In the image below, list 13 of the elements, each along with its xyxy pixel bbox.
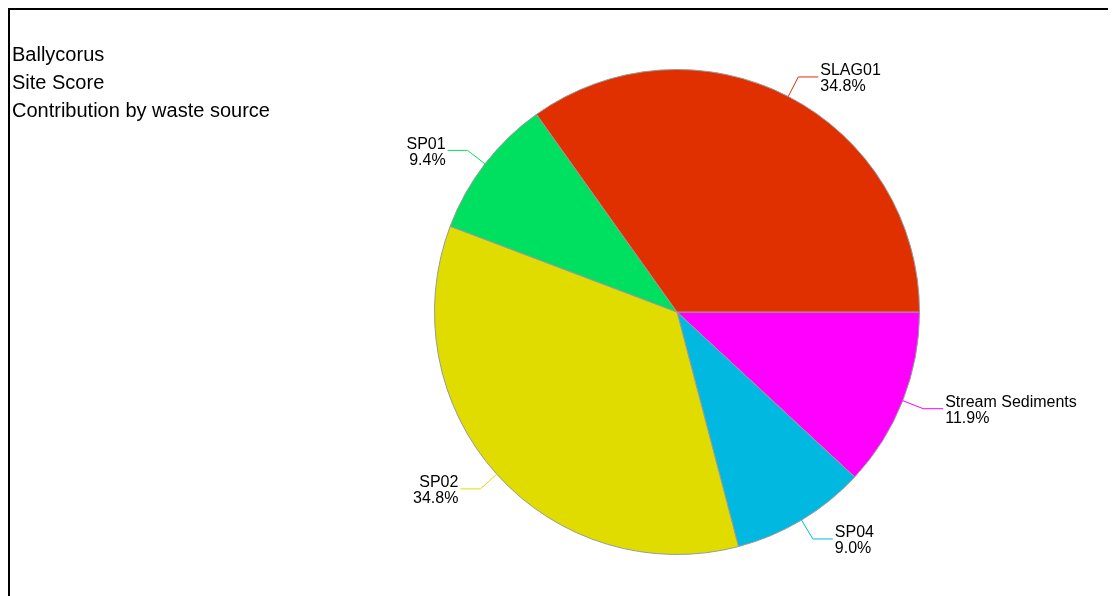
- slice-label: SP02: [419, 473, 459, 491]
- slice-label: SLAG01: [820, 61, 881, 79]
- text: Contribution by waste source: [12, 98, 270, 123]
- data-label: 34.8%: [820, 77, 866, 95]
- slice-label: SP04: [834, 523, 875, 541]
- slice-label: Stream Sediments: [945, 393, 1077, 411]
- data-label: 9.0%: [834, 539, 872, 557]
- text: Ballycorus: [12, 42, 106, 67]
- data-label: 34.8%: [413, 489, 459, 507]
- data-label: 9.4%: [409, 150, 446, 168]
- text: Site Score: [12, 70, 106, 95]
- slice-label: SP01: [406, 134, 446, 152]
- data-label: 11.9%: [945, 409, 990, 427]
